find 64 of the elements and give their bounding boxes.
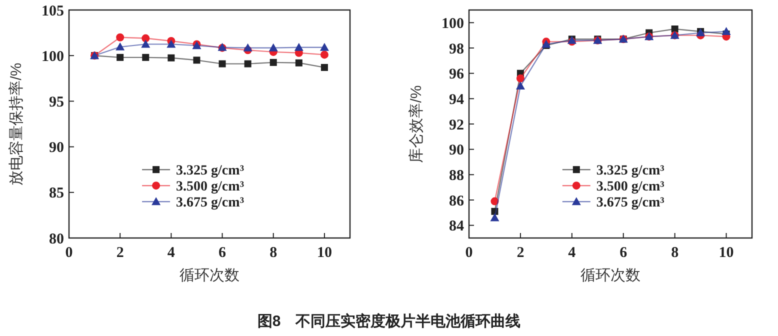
point — [141, 40, 150, 48]
point — [516, 74, 524, 82]
point — [722, 27, 731, 36]
y-tick-label: 88 — [449, 168, 464, 184]
point — [490, 197, 499, 206]
point — [116, 33, 124, 42]
y-tick-label: 86 — [449, 193, 464, 210]
y-axis-title: 放电容量保持率/% — [8, 62, 25, 186]
point — [142, 34, 150, 42]
point — [142, 54, 150, 61]
legend-label: 3.500 g/cm³ — [596, 180, 664, 194]
legend-label: 3.500 g/cm³ — [176, 180, 244, 194]
y-tick-label: 92 — [449, 117, 464, 134]
y-tick-label: 94 — [449, 92, 464, 108]
point — [116, 54, 124, 61]
y-tick-label: 95 — [49, 94, 64, 110]
point — [490, 213, 500, 222]
y-axis-title: 库仑效率/% — [408, 85, 425, 163]
point — [268, 43, 278, 52]
y-tick-label: 105 — [42, 3, 64, 20]
x-tick-label: 4 — [167, 245, 176, 261]
y-tick-label: 90 — [449, 142, 464, 159]
x-tick-label: 4 — [568, 245, 576, 261]
legend-label: 3.675 g/cm³ — [176, 196, 244, 210]
y-tick-label: 85 — [49, 186, 64, 202]
x-tick-label: 6 — [620, 245, 628, 261]
y-tick-label: 90 — [49, 140, 64, 156]
point — [320, 50, 328, 59]
x-tick-label: 10 — [316, 245, 332, 261]
x-tick-label: 2 — [116, 245, 124, 261]
y-tick-label: 80 — [49, 231, 64, 248]
point — [516, 82, 525, 90]
point — [244, 60, 252, 68]
y-tick-label: 96 — [449, 66, 464, 83]
point — [243, 43, 252, 52]
point — [671, 26, 678, 32]
point — [168, 54, 175, 62]
point — [116, 42, 125, 50]
x-tick-label: 6 — [218, 245, 227, 261]
point — [218, 60, 226, 68]
x-tick-label: 0 — [465, 245, 473, 261]
point — [270, 58, 277, 66]
point — [294, 42, 304, 51]
legend-label: 3.325 g/cm³ — [596, 164, 664, 178]
x-tick-label: 2 — [516, 245, 524, 261]
y-tick-label: 98 — [449, 41, 464, 58]
point — [320, 64, 328, 71]
x-axis-title: 循环次数 — [580, 267, 640, 284]
x-tick-label: 0 — [65, 245, 73, 261]
x-axis-title: 循环次数 — [180, 267, 240, 284]
y-tick-label: 100 — [42, 48, 64, 65]
caption: 图8 不同压实密度极片半电池循环曲线 — [257, 312, 521, 330]
point — [166, 40, 176, 48]
point — [320, 42, 329, 51]
x-tick-label: 8 — [270, 245, 278, 261]
y-tick-label: 100 — [442, 16, 464, 32]
point — [491, 208, 498, 215]
legend-label: 3.675 g/cm³ — [596, 196, 664, 210]
y-tick-label: 84 — [449, 218, 464, 235]
point — [295, 59, 302, 66]
legend-label: 3.325 g/cm³ — [176, 164, 244, 178]
point — [193, 56, 200, 64]
x-tick-label: 8 — [671, 245, 679, 261]
x-tick-label: 10 — [718, 245, 734, 261]
